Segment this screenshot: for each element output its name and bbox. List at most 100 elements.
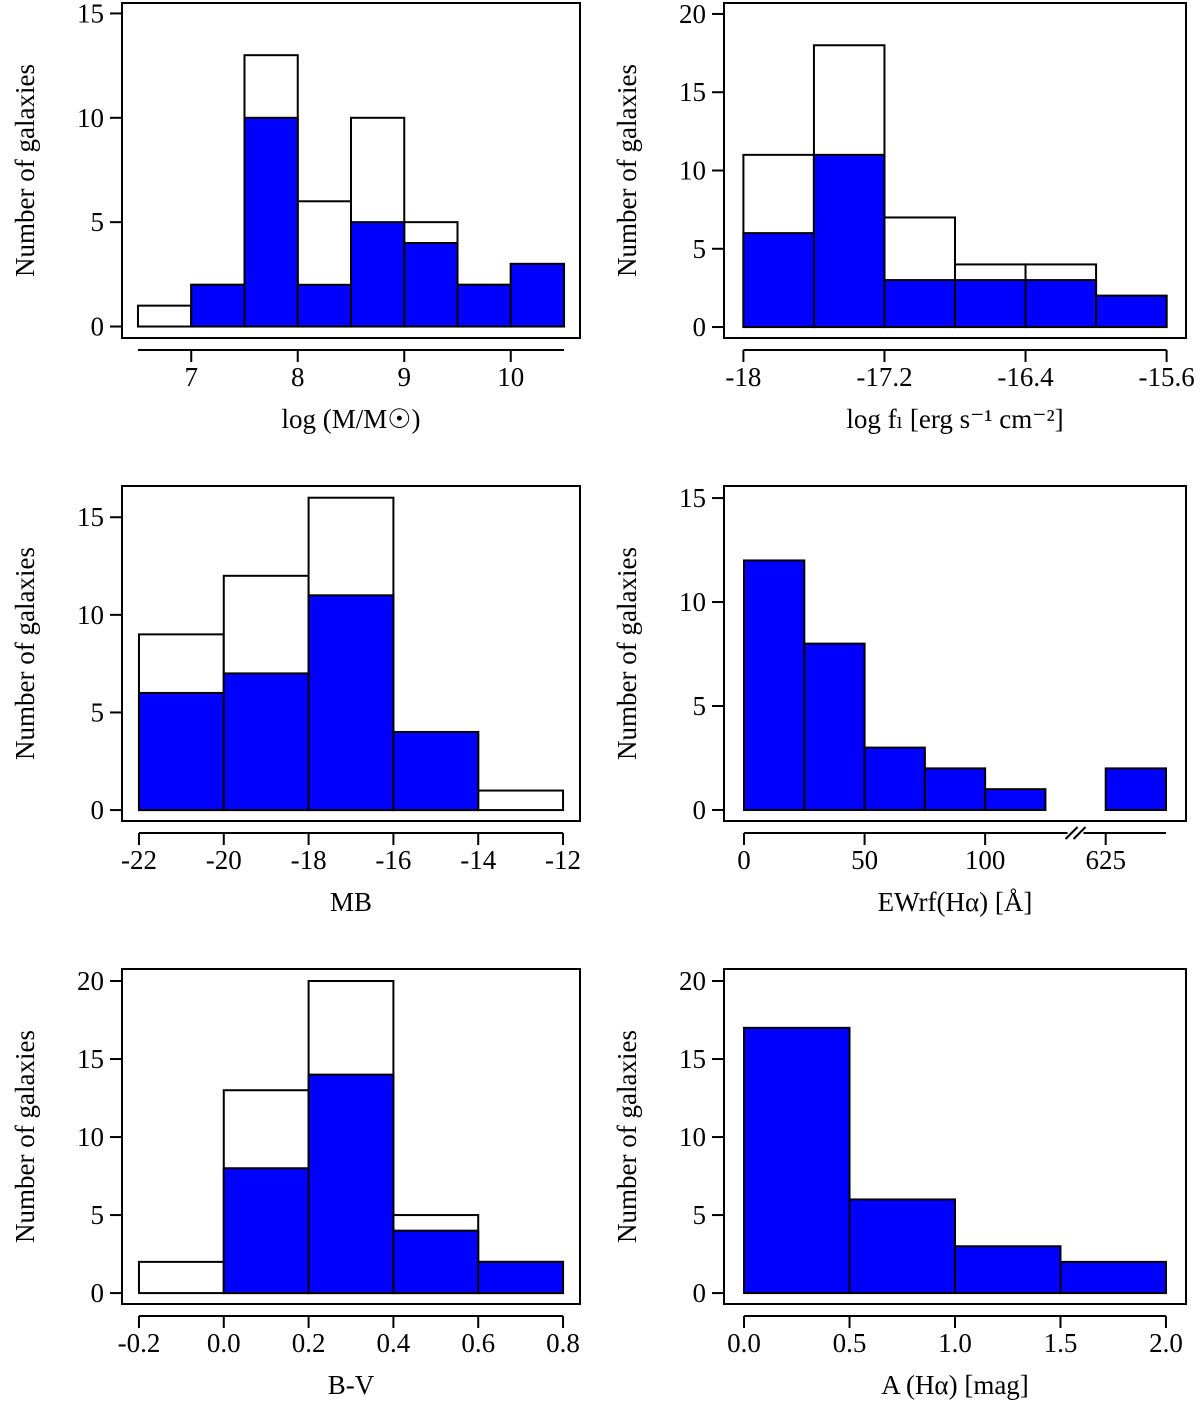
y-tick-label: 10 bbox=[77, 600, 104, 630]
y-tick-label: 20 bbox=[679, 0, 706, 29]
y-tick-label: 5 bbox=[693, 691, 707, 721]
y-tick-label: 10 bbox=[77, 1122, 104, 1152]
axis-break bbox=[1064, 826, 1079, 840]
bar bbox=[1024, 279, 1098, 329]
bar bbox=[742, 232, 815, 329]
y-tick-label: 5 bbox=[91, 1200, 105, 1230]
y-axis-label: Number of galaxies bbox=[10, 64, 40, 277]
bar bbox=[743, 559, 806, 811]
bar bbox=[954, 1245, 1062, 1295]
y-tick-label: 10 bbox=[679, 156, 706, 186]
x-tick-label: -14 bbox=[460, 845, 496, 875]
y-axis-label: Number of galaxies bbox=[10, 1030, 40, 1243]
bar bbox=[848, 1198, 957, 1295]
bar bbox=[296, 283, 352, 328]
x-axis-label: EWrf(Hα) [Å] bbox=[878, 887, 1033, 917]
x-tick-label: 0.5 bbox=[833, 1328, 867, 1358]
bar bbox=[456, 283, 512, 328]
x-tick-label: -18 bbox=[725, 362, 761, 392]
x-tick-label: 0.6 bbox=[461, 1328, 495, 1358]
bar bbox=[243, 116, 299, 328]
y-axis-label: Number of galaxies bbox=[10, 547, 40, 760]
bar bbox=[307, 1073, 395, 1295]
y-tick-label: 15 bbox=[679, 77, 706, 107]
x-tick-label: 0 bbox=[737, 845, 751, 875]
bar bbox=[307, 594, 395, 812]
bar bbox=[477, 789, 565, 812]
x-tick-label: -22 bbox=[121, 845, 157, 875]
y-tick-label: 10 bbox=[679, 587, 706, 617]
x-tick-label: 0.2 bbox=[292, 1328, 326, 1358]
x-tick-label: 7 bbox=[184, 362, 198, 392]
y-tick-label: 0 bbox=[91, 795, 105, 825]
bar bbox=[883, 279, 956, 329]
x-tick-label: 0.0 bbox=[207, 1328, 241, 1358]
bar bbox=[863, 746, 926, 811]
bar bbox=[1059, 1260, 1167, 1295]
x-axis-label: MB bbox=[330, 887, 372, 917]
bar bbox=[350, 221, 406, 328]
bar bbox=[222, 672, 310, 812]
x-tick-label: 100 bbox=[965, 845, 1006, 875]
x-tick-label: -15.6 bbox=[1138, 362, 1194, 392]
y-tick-label: 15 bbox=[77, 1044, 104, 1074]
x-tick-label: -17.2 bbox=[856, 362, 912, 392]
y-tick-label: 20 bbox=[679, 966, 706, 996]
x-tick-label: 1.5 bbox=[1044, 1328, 1078, 1358]
x-axis-label: A (Hα) [mag] bbox=[881, 1370, 1029, 1400]
y-tick-label: 10 bbox=[77, 103, 104, 133]
y-tick-label: 15 bbox=[77, 502, 104, 532]
x-tick-label: 1.0 bbox=[938, 1328, 972, 1358]
y-tick-label: 0 bbox=[693, 1278, 707, 1308]
y-tick-label: 0 bbox=[693, 795, 707, 825]
bar bbox=[403, 242, 459, 328]
y-axis-label: Number of galaxies bbox=[612, 547, 642, 760]
x-tick-label: 2.0 bbox=[1149, 1328, 1183, 1358]
x-tick-label: 10 bbox=[497, 362, 524, 392]
axis-break bbox=[1072, 826, 1087, 840]
x-tick-label: 0.8 bbox=[546, 1328, 580, 1358]
x-tick-label: -12 bbox=[545, 845, 581, 875]
x-tick-label: 625 bbox=[1085, 845, 1126, 875]
y-tick-label: 20 bbox=[77, 966, 104, 996]
y-axis-label: Number of galaxies bbox=[612, 1030, 642, 1243]
x-axis-label: log fₗ [erg s⁻¹ cm⁻²] bbox=[846, 404, 1063, 434]
bar bbox=[137, 1260, 225, 1295]
y-tick-label: 15 bbox=[679, 1044, 706, 1074]
y-tick-label: 5 bbox=[693, 234, 707, 264]
bar bbox=[137, 691, 225, 812]
y-axis-label: Number of galaxies bbox=[612, 64, 642, 277]
x-tick-label: 50 bbox=[851, 845, 878, 875]
bar bbox=[392, 730, 480, 812]
bar bbox=[743, 1026, 851, 1295]
bar bbox=[984, 788, 1047, 811]
bar bbox=[1104, 767, 1167, 811]
y-tick-label: 0 bbox=[91, 1278, 105, 1308]
bar bbox=[803, 642, 866, 811]
x-tick-label: -16.4 bbox=[997, 362, 1054, 392]
bar bbox=[477, 1260, 565, 1295]
bar bbox=[923, 767, 987, 811]
x-tick-label: 0.0 bbox=[727, 1328, 761, 1358]
x-tick-label: -0.2 bbox=[118, 1328, 161, 1358]
bar bbox=[392, 1229, 480, 1295]
x-tick-label: 9 bbox=[398, 362, 412, 392]
y-tick-label: 0 bbox=[693, 312, 707, 342]
x-axis-label: B-V bbox=[328, 1370, 375, 1400]
x-tick-label: 0.4 bbox=[377, 1328, 411, 1358]
bar bbox=[136, 304, 193, 328]
bar bbox=[812, 153, 886, 329]
x-tick-label: 8 bbox=[291, 362, 305, 392]
x-tick-label: -16 bbox=[375, 845, 411, 875]
y-tick-label: 0 bbox=[91, 312, 105, 342]
bar bbox=[954, 279, 1027, 329]
x-tick-label: -20 bbox=[206, 845, 242, 875]
y-tick-label: 5 bbox=[693, 1200, 707, 1230]
bar bbox=[222, 1167, 310, 1295]
y-tick-label: 5 bbox=[91, 697, 105, 727]
bar bbox=[1095, 294, 1168, 329]
y-tick-label: 15 bbox=[679, 483, 706, 513]
y-tick-label: 15 bbox=[77, 0, 104, 28]
bar bbox=[509, 262, 566, 328]
